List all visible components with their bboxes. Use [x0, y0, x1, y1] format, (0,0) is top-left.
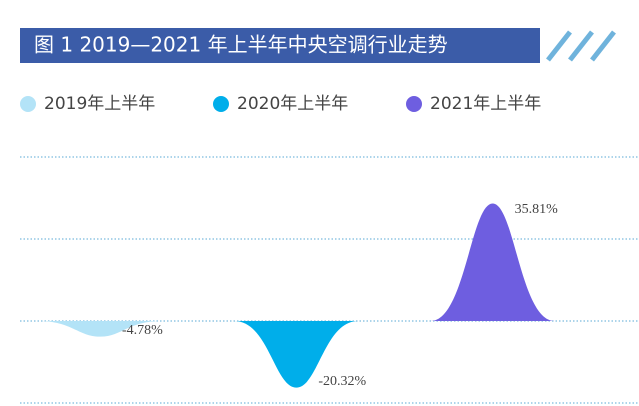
peak	[38, 321, 162, 337]
legend-label: 2020年上半年	[237, 94, 348, 114]
legend-label: 2019年上半年	[44, 94, 155, 114]
value-label: 35.81%	[515, 202, 559, 217]
value-label: -20.32%	[318, 374, 366, 389]
chart-title: 图 1 2019—2021 年上半年中央空调行业走势	[34, 33, 448, 57]
value-label: -4.78%	[122, 323, 163, 338]
peak	[234, 321, 359, 388]
title-box	[20, 28, 540, 63]
peak	[430, 203, 555, 321]
legend-marker	[20, 96, 36, 112]
legend-label: 2021年上半年	[430, 94, 541, 114]
legend-marker	[406, 96, 422, 112]
decoration	[546, 30, 616, 62]
legend-marker	[213, 96, 229, 112]
